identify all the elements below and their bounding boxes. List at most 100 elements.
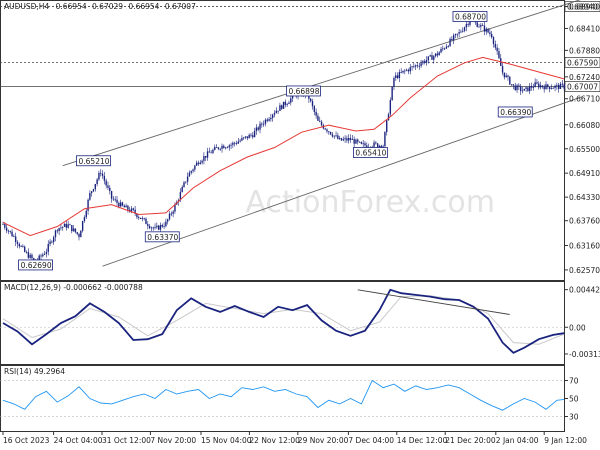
price-annotations: 0.62690 0.65210 0.63370 0.66898 0.65410 0.687… [18, 11, 533, 271]
candle-body [387, 114, 390, 121]
annotation-box [18, 259, 53, 271]
candle-body [357, 139, 359, 142]
candle-body [389, 100, 392, 115]
candle-body [161, 224, 163, 227]
candle-body [219, 148, 221, 150]
candle-body [313, 106, 316, 112]
candle-body [338, 138, 341, 139]
candle-body [548, 86, 551, 90]
candle-body [427, 56, 430, 61]
candle-body [463, 27, 466, 31]
rsi-layer: 70 50 30 [0, 377, 579, 422]
candle-body [103, 175, 106, 181]
candle-body [20, 246, 22, 247]
candle-body [431, 55, 433, 60]
candle-body [413, 66, 415, 68]
candle-body [380, 145, 382, 149]
candle-body [331, 134, 334, 137]
candle-body [534, 82, 536, 88]
candle-body [557, 84, 560, 89]
annotation-box [76, 155, 111, 167]
price-close: 0.67007 [165, 2, 196, 11]
candle-body [409, 67, 411, 72]
candle-body [529, 86, 531, 92]
candle-body [63, 223, 66, 227]
candle-body [422, 61, 424, 64]
annotation-box [286, 85, 321, 97]
candle-body [366, 145, 368, 148]
candle-body [270, 117, 272, 120]
candle-body [465, 24, 468, 28]
moving-average [2, 56, 565, 237]
candle-body [65, 223, 68, 228]
annotation-label: 0.66390 [500, 108, 531, 117]
candle-body [246, 136, 249, 139]
candle-body [429, 55, 431, 57]
candle-body [157, 225, 160, 230]
candle-body [556, 84, 558, 86]
price-y-tick-label: 0.66710 [569, 95, 600, 104]
candle-body [266, 119, 268, 121]
candle-body [228, 145, 230, 148]
time-tick-label: 15 Nov 04:00 [201, 436, 252, 445]
candle-body [407, 69, 410, 72]
candle-body [509, 76, 511, 85]
candle-body [201, 160, 203, 163]
time-tick-label: 9 Jan 12:00 [544, 436, 587, 445]
candle-body [18, 244, 20, 247]
candle-body [539, 85, 542, 88]
candle-body [101, 173, 104, 176]
candle-body [559, 83, 562, 89]
candle-body [476, 22, 478, 27]
annotation-label: 0.62690 [21, 261, 52, 270]
price-channel [62, 0, 583, 267]
candle-body [329, 131, 332, 135]
candle-body [130, 208, 133, 212]
candle-body [543, 86, 545, 90]
channel-upper-line [62, 0, 581, 167]
candle-body [257, 127, 259, 130]
price-y-tick-label: 0.64910 [569, 169, 600, 178]
candle-body [235, 143, 238, 144]
candle-body [16, 241, 19, 245]
candle-body [81, 221, 84, 231]
price-symbol: AUDUSD,H4 [4, 2, 49, 11]
candle-body [159, 224, 162, 230]
price-y-tick-label: 0.65500 [569, 145, 600, 154]
candle-body [395, 75, 397, 79]
candle-body [38, 255, 40, 261]
candle-body [248, 134, 250, 139]
candle-body [284, 101, 287, 105]
candle-body [478, 26, 480, 28]
candle-body [74, 228, 77, 233]
candle-body [418, 65, 420, 67]
candle-body [143, 218, 145, 219]
candle-body [507, 75, 509, 77]
candle-body [233, 142, 236, 144]
candle-body [100, 172, 102, 174]
candle-body [561, 83, 563, 85]
candle-body [505, 75, 507, 78]
candle-body [255, 127, 258, 132]
candle-body [547, 84, 549, 87]
candle-body [290, 98, 292, 103]
macd-layer: 0.00442 0.00 -0.003138 [0, 286, 600, 359]
time-tick-label: 7 Nov 20:00 [150, 436, 196, 445]
candle-body [194, 165, 196, 170]
candle-body [273, 113, 276, 115]
time-tick-label: 16 Oct 2023 [3, 436, 50, 445]
candle-body [286, 103, 288, 105]
candle-body [521, 90, 524, 92]
annotation-label: 0.66898 [288, 87, 319, 96]
candle-body [116, 199, 118, 203]
rsi-y-tick-label: 30 [569, 413, 579, 422]
candle-body [467, 24, 469, 25]
time-tick-label: 29 Nov 20:00 [298, 436, 349, 445]
annotation-label: 0.63370 [147, 233, 178, 242]
candle-body [259, 123, 261, 130]
candle-body [545, 84, 547, 90]
time-tick-label: 21 Dec 20:00 [445, 436, 496, 445]
candle-body [221, 145, 223, 149]
price-high: 0.67029 [92, 2, 123, 11]
candle-body [261, 123, 263, 125]
